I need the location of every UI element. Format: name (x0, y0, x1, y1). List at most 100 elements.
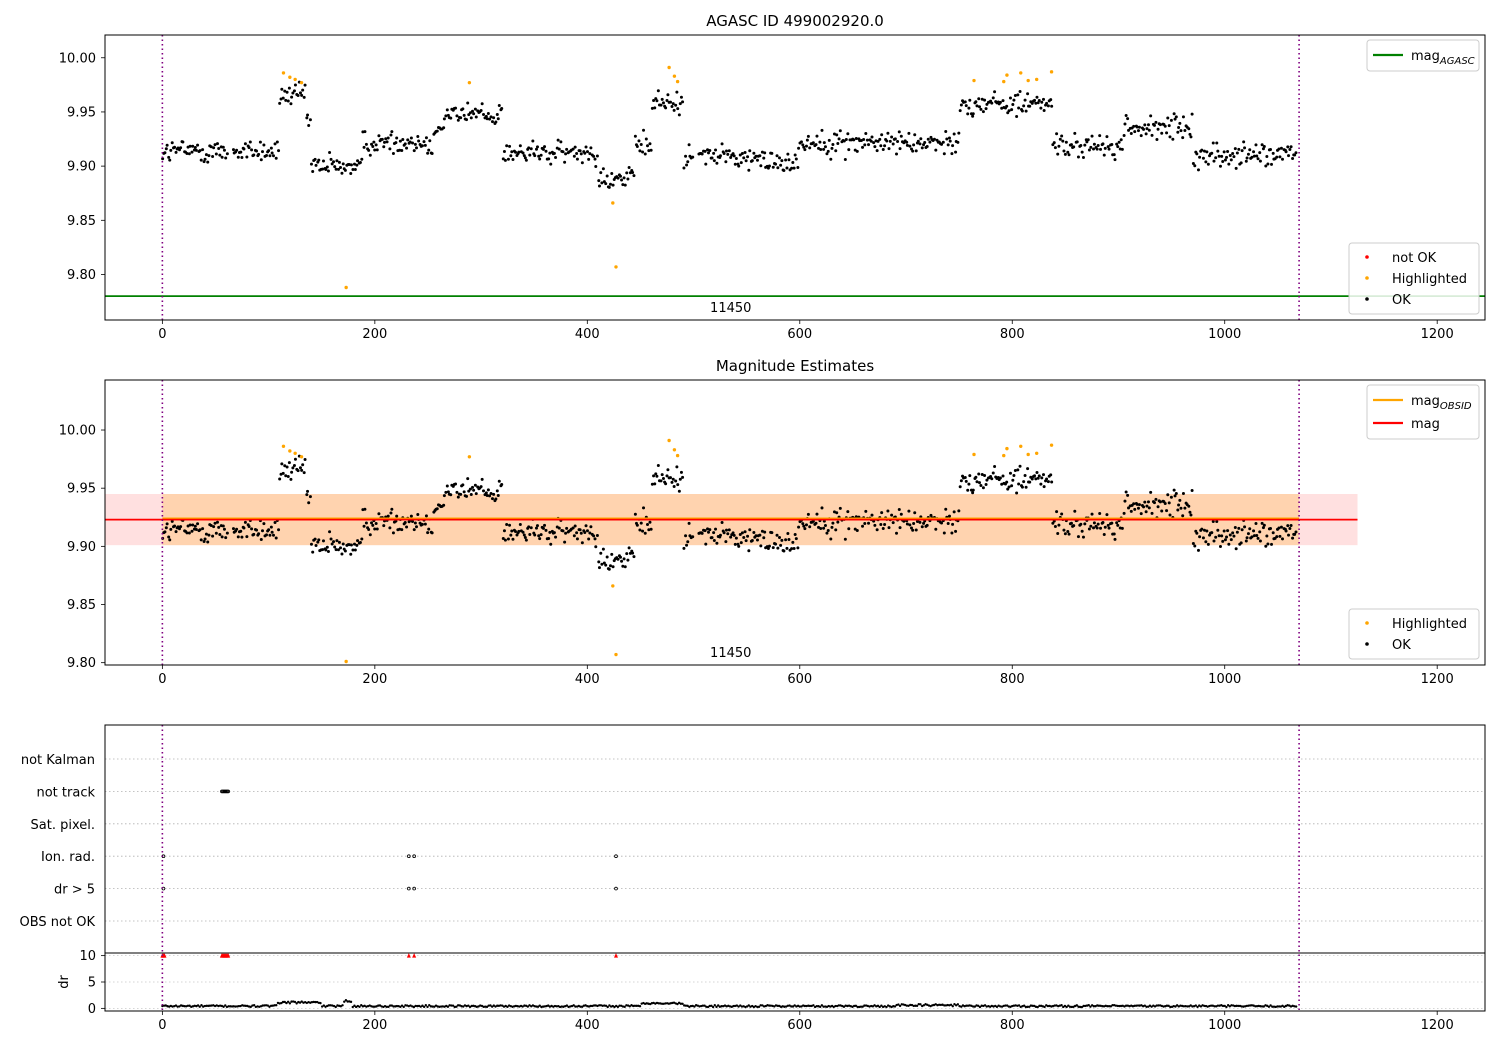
ok-point (1168, 513, 1172, 517)
ok-point (528, 153, 532, 157)
dr-point (485, 1005, 489, 1009)
ok-point (509, 154, 513, 158)
ok-point (823, 524, 827, 527)
ok-point (564, 531, 568, 535)
ok-point (804, 523, 808, 527)
ok-point (168, 158, 172, 162)
ok-point (1030, 101, 1034, 105)
ok-point (918, 142, 922, 146)
ok-point (1234, 547, 1238, 551)
dr-point (1213, 1005, 1216, 1008)
panel1-ytick-label: 9.85 (67, 214, 96, 229)
ok-point (619, 174, 622, 178)
ok-point (792, 547, 796, 551)
highlighted-point (672, 74, 677, 78)
ok-point (595, 534, 599, 538)
panel2-ytick-label: 9.95 (67, 482, 96, 497)
ok-point (401, 137, 405, 141)
ok-point (1095, 526, 1099, 530)
ok-point (770, 531, 774, 535)
ok-point (632, 174, 636, 178)
ok-point (549, 542, 553, 546)
ok-point (473, 483, 477, 487)
panel2-ytick-label: 9.85 (67, 598, 96, 613)
ok-point (1117, 140, 1121, 144)
ok-point (1270, 162, 1273, 166)
ok-point (1266, 162, 1270, 166)
ok-point (1086, 138, 1090, 142)
dr-point (1089, 1005, 1092, 1008)
ok-point (893, 137, 897, 141)
ok-point (250, 527, 254, 531)
ok-point (416, 513, 420, 516)
dr-point (1060, 1004, 1063, 1007)
ok-point (951, 144, 955, 148)
ok-point (707, 530, 710, 534)
ok-point (420, 144, 424, 148)
ok-point (486, 488, 490, 492)
ok-point (1177, 503, 1181, 507)
dr-capped-point (412, 953, 417, 958)
ok-point (806, 512, 810, 516)
ok-point (1116, 523, 1120, 527)
ok-point (1289, 524, 1293, 528)
ok-point (1069, 143, 1073, 147)
ok-point (494, 497, 498, 501)
ok-point (838, 506, 842, 510)
ok-point (685, 543, 689, 547)
ok-point (523, 535, 527, 539)
dr-point (613, 1005, 616, 1009)
ok-point (601, 547, 605, 551)
dr-point (1118, 1004, 1121, 1008)
ok-point (621, 564, 625, 568)
ok-point (635, 523, 639, 527)
ok-point (262, 522, 266, 526)
ok-point (465, 118, 469, 122)
ok-point (300, 468, 304, 472)
ok-point (217, 146, 221, 150)
ok-point (1156, 505, 1160, 509)
dr-point (462, 1005, 465, 1008)
legend-point-label: Highlighted (1392, 272, 1467, 287)
ok-point (1190, 489, 1194, 493)
ok-point (1052, 141, 1056, 145)
ok-point (1167, 124, 1171, 128)
dr-capped-point (613, 953, 618, 958)
ok-point (1095, 147, 1099, 151)
ok-point (1174, 115, 1178, 119)
ok-point (313, 537, 317, 541)
ok-point (623, 565, 627, 569)
ok-point (898, 147, 902, 151)
ok-point (825, 152, 829, 156)
ok-point (1149, 490, 1153, 494)
ok-point (1099, 147, 1103, 151)
dr-point (703, 1004, 706, 1007)
ok-point (573, 145, 577, 149)
ok-point (843, 158, 847, 161)
panel3-xtick-label: 400 (575, 1018, 600, 1033)
ok-point (173, 524, 177, 528)
dr-capped-point (162, 953, 167, 958)
ok-point (779, 163, 783, 167)
ok-point (1147, 128, 1151, 132)
dr-point (701, 1004, 705, 1007)
ok-point (755, 538, 759, 542)
dr-point (224, 1004, 227, 1007)
ok-point (687, 143, 691, 147)
ok-point (339, 546, 342, 550)
dr-point (657, 1002, 660, 1005)
dr-point (574, 1005, 577, 1008)
ok-point (1010, 108, 1014, 112)
dr-point (606, 1005, 609, 1009)
ok-point (1034, 101, 1038, 105)
ok-point (473, 107, 477, 111)
dr-point (538, 1004, 541, 1007)
ok-point (168, 538, 172, 542)
ok-point (211, 534, 215, 538)
ok-point (317, 158, 321, 162)
ok-point (435, 507, 439, 511)
ok-point (720, 521, 724, 525)
highlighted-point (1049, 443, 1054, 447)
ok-point (302, 95, 306, 99)
ok-point (647, 528, 651, 532)
